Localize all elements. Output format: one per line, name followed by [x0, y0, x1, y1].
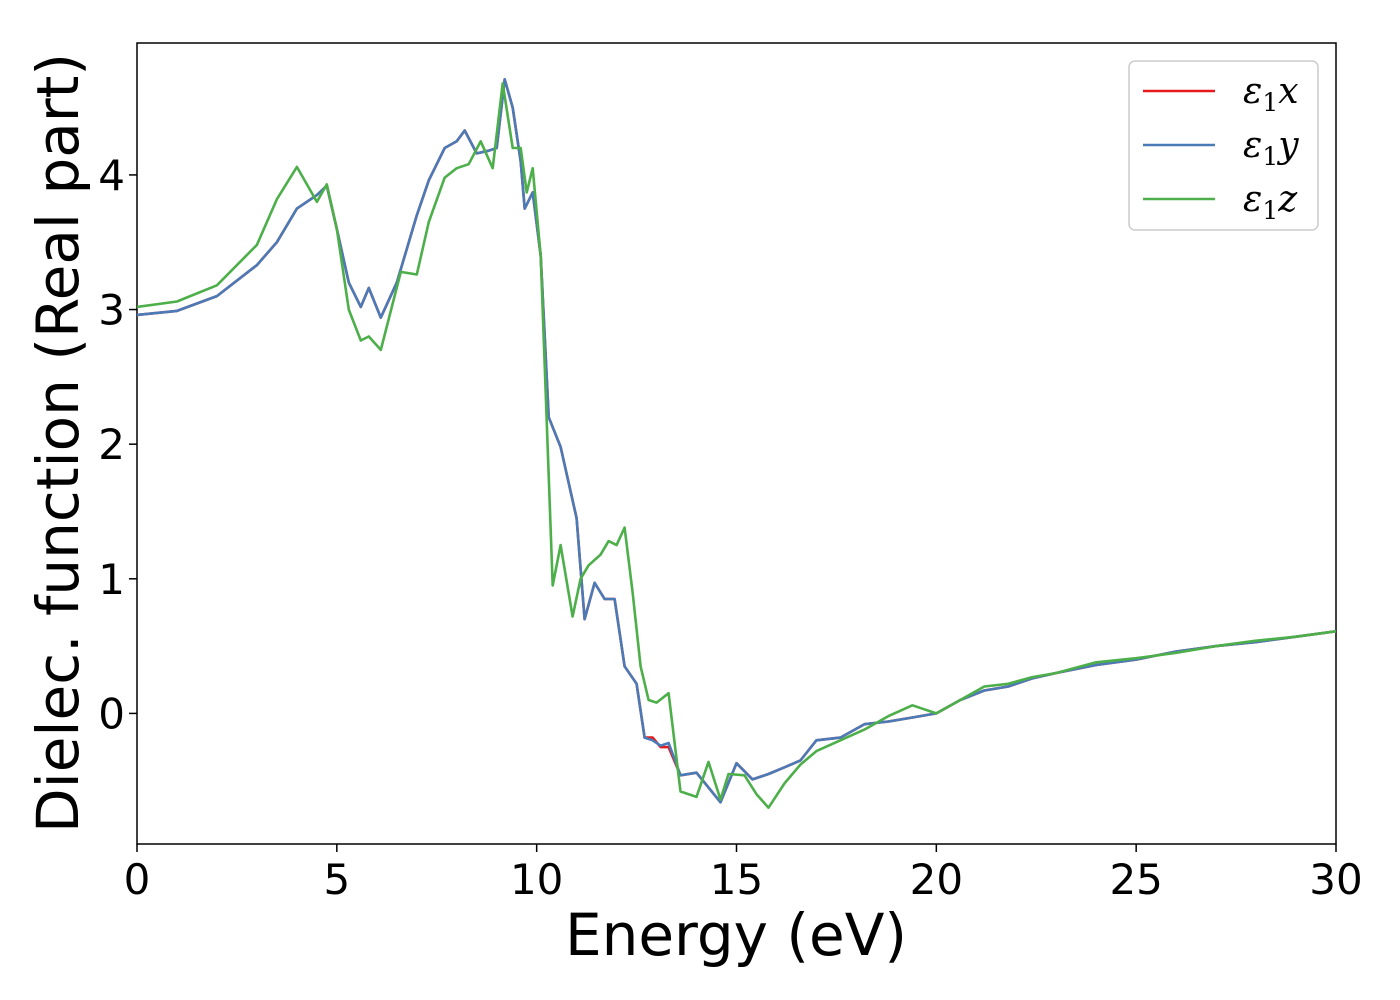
x-tick-label: 5	[323, 855, 350, 904]
legend-label-y: ε1y	[1243, 125, 1299, 171]
y-axis-title: Dielec. function (Real part)	[24, 53, 92, 833]
series-layer	[137, 78, 1336, 809]
x-tick-label: 25	[1109, 855, 1162, 904]
y-tick-label: 2	[98, 420, 125, 469]
x-axis: 0 5 10 15 20 25 30	[124, 844, 1363, 904]
legend-frame	[1128, 60, 1319, 231]
y-tick-label: 1	[98, 555, 125, 604]
x-axis-title: Energy (eV)	[565, 901, 907, 969]
x-tick-label: 20	[910, 855, 963, 904]
y-tick-label: 0	[98, 689, 125, 738]
series-line-z	[137, 82, 1336, 809]
y-tick-label: 4	[98, 151, 125, 200]
legend-label-z: ε1z	[1243, 179, 1298, 225]
x-tick-label: 15	[710, 855, 763, 904]
legend-label-x: ε1x	[1243, 71, 1299, 117]
x-tick-label: 10	[510, 855, 563, 904]
y-axis: 0 1 2 3 4	[98, 151, 137, 738]
legend: ε1x ε1y ε1z	[1128, 60, 1319, 231]
x-tick-label: 0	[124, 855, 151, 904]
y-tick-label: 3	[98, 286, 125, 335]
x-tick-label: 30	[1309, 855, 1362, 904]
